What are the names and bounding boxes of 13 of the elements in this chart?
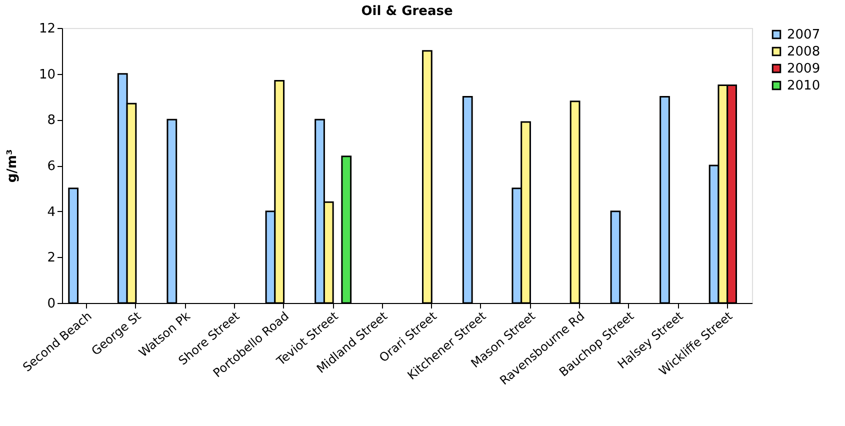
legend-label: 2007 [787,28,820,42]
legend-label: 2008 [787,44,820,60]
y-tick-label: 8 [47,113,56,128]
y-tick-label: 6 [47,159,56,174]
y-tick-label: 10 [38,67,56,82]
legend-label: 2009 [787,62,820,76]
chart-title: Oil & Grease [361,4,453,19]
y-axis-title: g/m³ [4,149,20,183]
y-tick-label: 4 [47,204,56,220]
y-tick-label: 2 [47,250,56,266]
y-tick-label: 12 [38,22,56,36]
legend-label: 2010 [787,78,820,94]
y-tick-label: 0 [47,296,56,312]
